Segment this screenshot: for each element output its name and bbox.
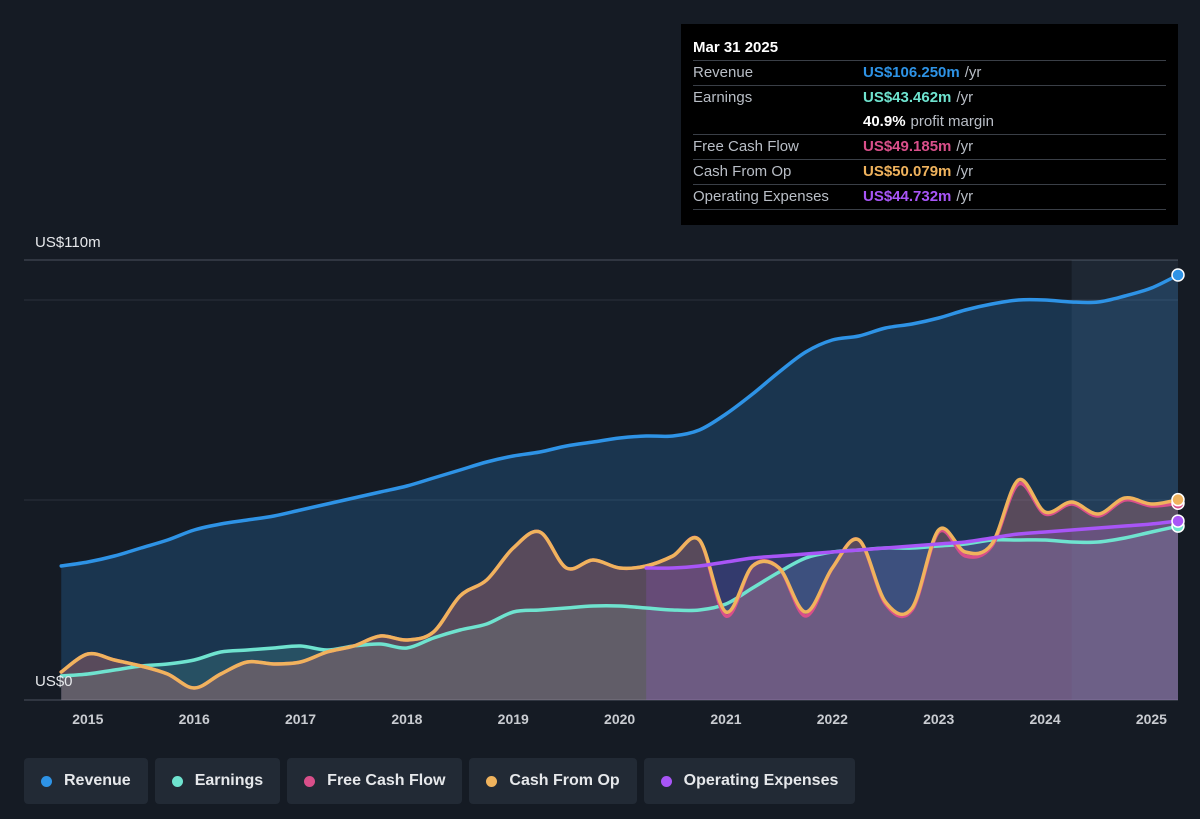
legend-item[interactable]: Earnings	[154, 758, 281, 804]
tooltip-row-unit: /yr	[956, 89, 974, 106]
legend-label: Free Cash Flow	[327, 772, 446, 789]
tooltip-row-value: US$50.079m	[863, 163, 952, 180]
tooltip-row-unit: /yr	[956, 138, 974, 155]
tooltip-row-value: US$49.185m	[863, 138, 952, 155]
legend-dot-icon	[304, 775, 316, 787]
legend-label: Earnings	[194, 772, 264, 789]
series-end-point	[1171, 514, 1185, 528]
series-end-point	[1171, 268, 1185, 282]
series-end-point	[1171, 492, 1185, 507]
legend-dot-icon	[41, 775, 52, 787]
legend-dot-icon	[486, 775, 498, 787]
x-tick-label: 2015	[72, 711, 103, 727]
tooltip-divider	[693, 209, 1166, 210]
tooltip-row-label: Revenue	[693, 64, 754, 81]
tooltip-row: 40.9% profit margin	[693, 110, 1166, 134]
series-area	[61, 526, 1178, 700]
series-area	[61, 483, 1178, 700]
series-area	[61, 275, 1178, 700]
tooltip-row-value: US$44.732m	[863, 188, 952, 205]
chart-legend: Revenue Earnings Free Cash Flow Cash From O…	[24, 758, 856, 804]
tooltip-row-unit: /yr	[956, 163, 974, 180]
series-area	[61, 479, 1178, 700]
x-tick-label: 2016	[179, 711, 210, 727]
tooltip-row-value: US$106.250m	[863, 64, 960, 81]
x-tick-label: 2019	[498, 711, 529, 727]
tooltip-row: Revenue US$106.250m/yr	[693, 60, 1166, 85]
x-tick-label: 2022	[817, 711, 848, 727]
tooltip-row-unit: /yr	[964, 64, 982, 81]
tooltip-row: Operating Expenses US$44.732m/yr	[693, 184, 1166, 209]
tooltip-date: Mar 31 2025	[693, 39, 779, 56]
legend-item[interactable]: Operating Expenses	[643, 758, 856, 804]
series-line	[59, 524, 1180, 678]
legend-label: Operating Expenses	[683, 772, 839, 789]
legend-item[interactable]: Free Cash Flow	[287, 758, 463, 804]
y-axis-bottom-label: US$0	[35, 673, 73, 690]
tooltip-row-label: Cash From Op	[693, 163, 792, 180]
tooltip-row-label: Earnings	[693, 89, 753, 106]
x-tick-label: 2018	[391, 711, 422, 727]
legend-dot-icon	[171, 775, 183, 787]
x-tick-label: 2017	[285, 711, 316, 727]
series-line	[59, 477, 1180, 690]
legend-label: Cash From Op	[509, 772, 620, 789]
tooltip-panel: Mar 31 2025 Revenue US$106.250m/yr Earning…	[681, 24, 1178, 225]
tooltip-row-label: Free Cash Flow	[693, 138, 799, 155]
tooltip-row-value: US$43.462m	[863, 89, 952, 106]
tooltip-row-unit: profit margin	[910, 113, 994, 130]
tooltip-row-unit: /yr	[956, 188, 974, 205]
shaded-region	[1071, 260, 1178, 700]
x-tick-label: 2024	[1029, 711, 1060, 727]
tooltip-row-value: 40.9%	[863, 113, 906, 130]
legend-label: Revenue	[64, 772, 131, 789]
y-axis-top-label: US$110m	[35, 234, 101, 251]
x-tick-label: 2025	[1136, 711, 1167, 727]
series-line	[59, 273, 1180, 568]
legend-dot-icon	[660, 775, 672, 787]
x-tick-label: 2023	[923, 711, 954, 727]
x-tick-label: 2021	[710, 711, 741, 727]
x-tick-label: 2020	[604, 711, 635, 727]
series-line	[644, 519, 1180, 570]
tooltip-row-label	[693, 110, 863, 134]
tooltip-row: Cash From Op US$50.079m/yr	[693, 159, 1166, 184]
legend-item[interactable]: Cash From Op	[469, 758, 637, 804]
tooltip-row-label: Operating Expenses	[693, 188, 829, 205]
tooltip-row: Free Cash Flow US$49.185m/yr	[693, 134, 1166, 159]
legend-item[interactable]: Revenue	[24, 758, 148, 804]
tooltip-row: Earnings US$43.462m/yr	[693, 85, 1166, 110]
